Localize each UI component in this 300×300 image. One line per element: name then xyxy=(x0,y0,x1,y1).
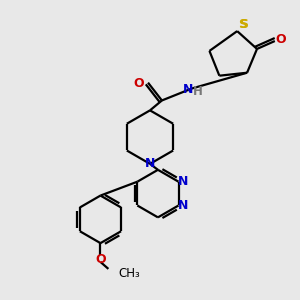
Text: N: N xyxy=(178,175,189,188)
Text: N: N xyxy=(178,199,189,212)
Text: S: S xyxy=(238,18,247,31)
Text: N: N xyxy=(145,158,155,170)
Text: CH₃: CH₃ xyxy=(118,267,140,280)
Text: O: O xyxy=(134,77,144,90)
Text: O: O xyxy=(275,32,286,46)
Text: N: N xyxy=(182,83,193,96)
Text: O: O xyxy=(95,254,106,266)
Text: S: S xyxy=(238,18,247,31)
Text: H: H xyxy=(193,85,202,98)
